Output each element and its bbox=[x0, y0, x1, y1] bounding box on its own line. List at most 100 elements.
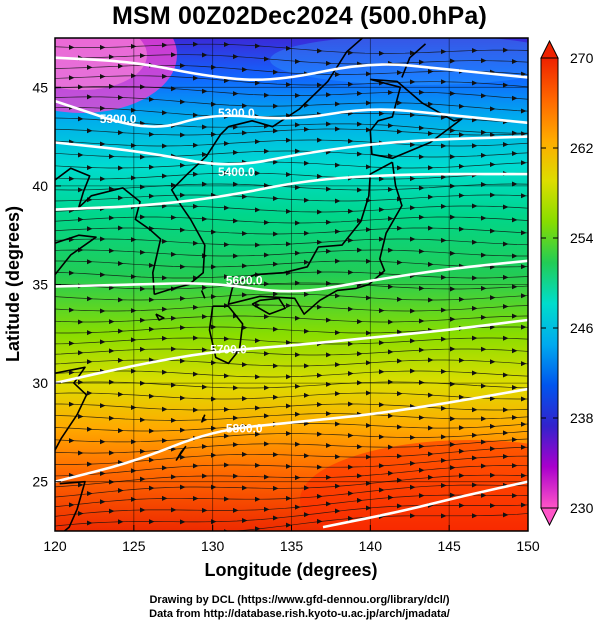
wind-arrow bbox=[366, 295, 372, 301]
wind-arrow bbox=[419, 154, 425, 160]
wind-arrow bbox=[388, 247, 394, 253]
contour-label: 5700.0 bbox=[210, 343, 247, 357]
wind-arrow bbox=[366, 390, 372, 396]
wind-arrow bbox=[410, 205, 416, 211]
streamline bbox=[55, 64, 528, 75]
wind-arrow bbox=[264, 413, 270, 419]
wind-arrow bbox=[490, 359, 496, 365]
wind-arrow bbox=[481, 215, 487, 221]
wind-arrow bbox=[180, 454, 186, 460]
colorbar-tick-label: 238 bbox=[570, 410, 594, 426]
streamline bbox=[55, 474, 528, 498]
wind-arrow bbox=[428, 357, 434, 363]
wind-arrow bbox=[441, 336, 447, 342]
credit-drawing: Drawing by DCL (https://www.gfd-dennou.o… bbox=[149, 594, 450, 606]
x-tick-label: 120 bbox=[43, 538, 67, 554]
wind-arrow bbox=[78, 511, 84, 517]
wind-arrow bbox=[410, 142, 416, 148]
wind-arrow bbox=[481, 383, 487, 389]
contour-line bbox=[55, 318, 528, 385]
streamline bbox=[55, 161, 528, 169]
wind-arrow bbox=[335, 421, 341, 427]
wind-arrow bbox=[149, 326, 155, 332]
y-tick-label: 40 bbox=[32, 178, 48, 194]
wind-arrow bbox=[162, 369, 168, 375]
wind-arrow bbox=[162, 531, 168, 536]
wind-arrow bbox=[410, 460, 416, 466]
contour-label: 5300.0 bbox=[218, 106, 255, 120]
wind-arrow bbox=[326, 121, 332, 127]
wind-arrow bbox=[419, 443, 425, 449]
streamline bbox=[55, 128, 528, 136]
wind-arrow bbox=[419, 248, 425, 254]
credits: Drawing by DCL (https://www.gfd-dennou.o… bbox=[0, 593, 599, 621]
wind-arrow bbox=[224, 205, 230, 211]
wind-arrow bbox=[397, 296, 403, 302]
wind-arrow bbox=[388, 413, 394, 419]
wind-arrow bbox=[118, 297, 124, 303]
wind-arrow bbox=[78, 152, 84, 158]
wind-arrow bbox=[224, 78, 230, 84]
wind-arrow bbox=[162, 495, 168, 501]
wind-arrow bbox=[180, 162, 186, 168]
wind-arrow bbox=[162, 73, 168, 79]
wind-arrow bbox=[69, 369, 75, 375]
wind-arrow bbox=[224, 242, 230, 248]
wind-arrow bbox=[481, 492, 487, 498]
x-tick-label: 140 bbox=[359, 538, 383, 554]
wind-arrow bbox=[335, 72, 341, 78]
wind-arrow bbox=[100, 44, 106, 50]
wind-arrow bbox=[326, 248, 332, 254]
contour-line bbox=[55, 259, 528, 293]
wind-arrow bbox=[521, 361, 527, 367]
wind-arrow bbox=[397, 129, 403, 135]
wind-arrow bbox=[78, 187, 84, 193]
wind-arrow bbox=[304, 392, 310, 398]
wind-arrow bbox=[242, 67, 248, 73]
wind-arrow bbox=[295, 352, 301, 358]
wind-arrow bbox=[264, 56, 270, 62]
wind-arrow bbox=[140, 249, 146, 255]
wind-arrow bbox=[441, 307, 447, 313]
colorbar-scale bbox=[540, 57, 559, 509]
wind-arrow bbox=[410, 50, 416, 56]
wind-arrow bbox=[233, 91, 239, 97]
wind-arrow bbox=[348, 208, 354, 214]
wind-arrow bbox=[87, 226, 93, 232]
wind-arrow bbox=[410, 513, 416, 519]
wind-arrow bbox=[397, 225, 403, 231]
wind-arrow bbox=[317, 464, 323, 470]
wind-arrow bbox=[286, 171, 292, 177]
wind-arrow bbox=[441, 143, 447, 149]
contour-line bbox=[55, 387, 528, 483]
wind-arrow bbox=[503, 82, 509, 88]
wind-arrow bbox=[109, 348, 115, 354]
wind-arrow bbox=[348, 515, 354, 521]
wind-arrow bbox=[100, 308, 106, 314]
temperature-field bbox=[55, 38, 528, 531]
contour-line bbox=[55, 135, 528, 166]
wind-arrow bbox=[78, 450, 84, 456]
wind-arrow bbox=[459, 394, 465, 400]
wind-arrow bbox=[118, 428, 124, 434]
wind-arrow bbox=[335, 258, 341, 264]
wind-arrow bbox=[87, 426, 93, 432]
wind-arrow bbox=[233, 54, 239, 60]
wind-arrow bbox=[242, 517, 248, 523]
wind-arrow bbox=[490, 472, 496, 478]
wind-arrow bbox=[224, 462, 230, 468]
wind-arrow bbox=[193, 371, 199, 377]
wind-arrow bbox=[162, 275, 168, 281]
wind-arrow bbox=[180, 325, 186, 331]
wind-arrow bbox=[503, 241, 509, 247]
wind-arrow bbox=[379, 207, 385, 213]
wind-arrow bbox=[233, 181, 239, 187]
wind-arrow bbox=[379, 111, 385, 117]
wind-arrow bbox=[304, 259, 310, 265]
wind-arrow bbox=[481, 285, 487, 291]
wind-arrow bbox=[348, 432, 354, 438]
colorbar-max-arrow bbox=[540, 39, 559, 59]
wind-arrow bbox=[118, 519, 124, 525]
wind-arrow bbox=[193, 75, 199, 81]
